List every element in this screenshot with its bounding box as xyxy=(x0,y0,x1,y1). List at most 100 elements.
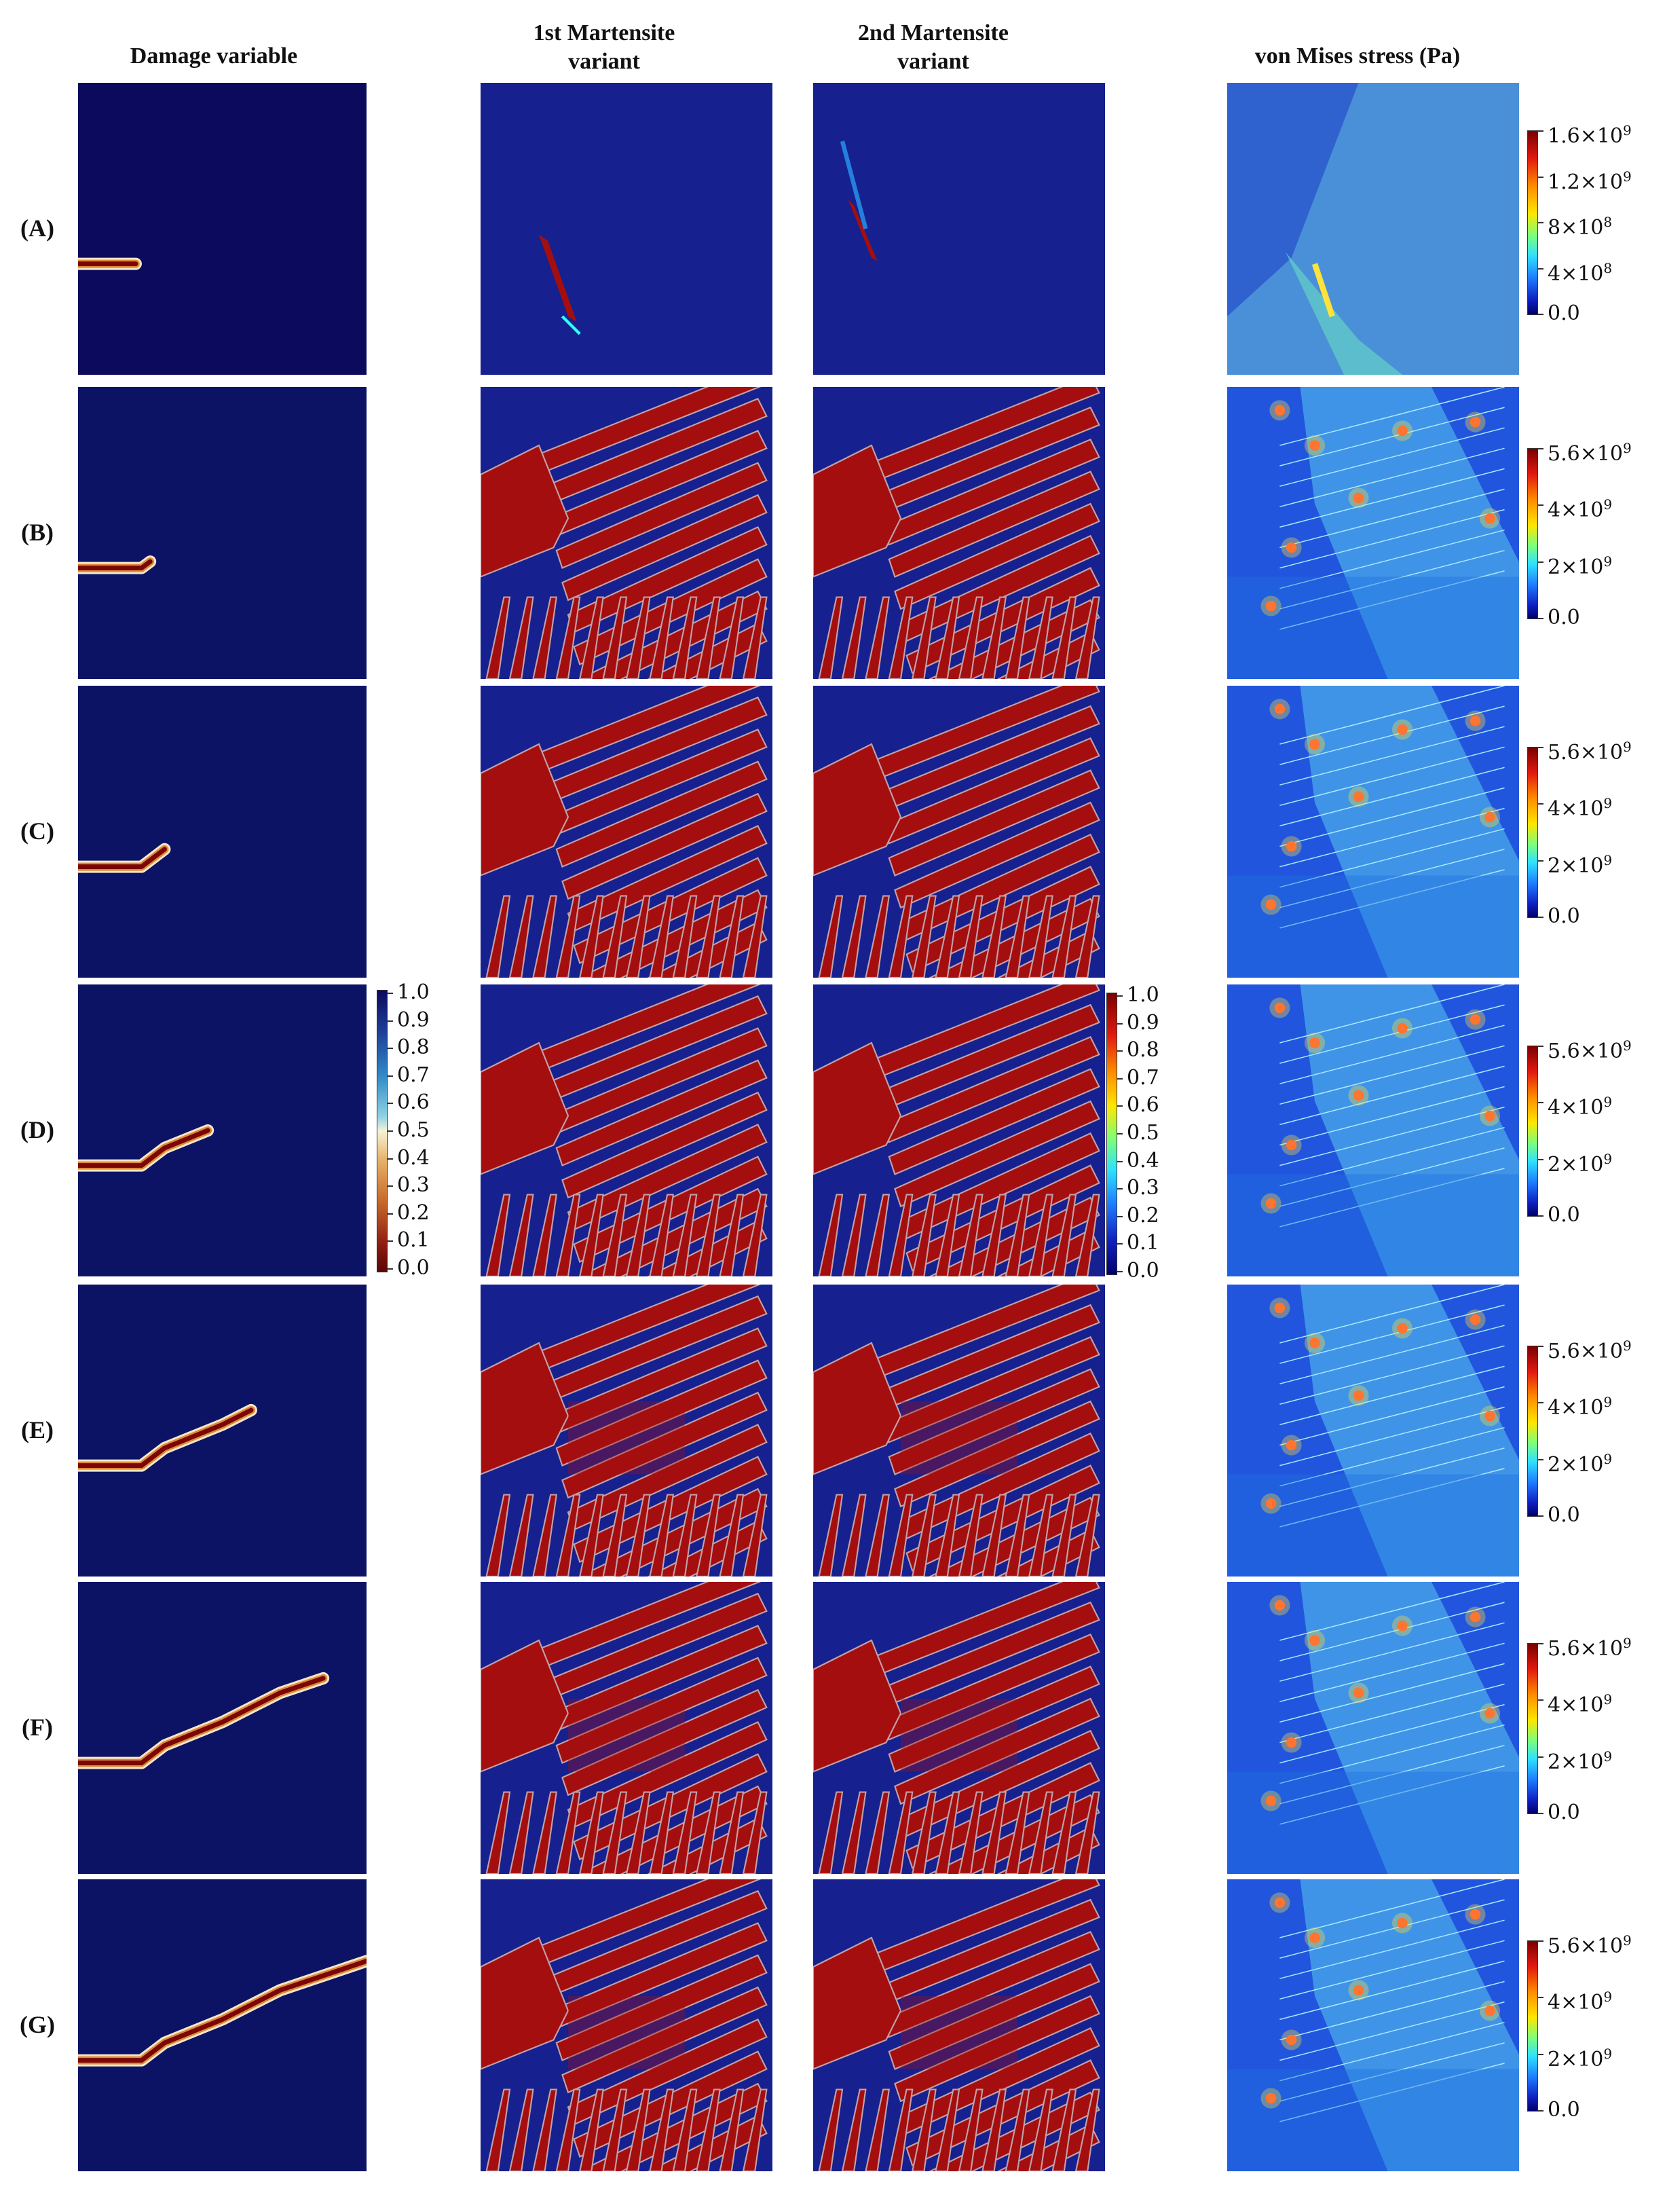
vm-colorbar: 5.6×109 4×109 2×109 0.0 xyxy=(1527,1338,1656,1529)
m2-field xyxy=(813,83,1105,375)
m2-field xyxy=(813,1582,1105,1874)
m1-field xyxy=(481,984,772,1276)
vm-panel xyxy=(1227,387,1519,679)
martensite-colorbar-tick xyxy=(1117,1105,1123,1107)
vm-colorbar-tick-label: 5.6×109 xyxy=(1548,1037,1632,1063)
vm-colorbar-tick-label: 2×109 xyxy=(1548,1150,1613,1177)
m2-panel xyxy=(813,1285,1105,1577)
vm-panel xyxy=(1227,83,1519,375)
vm-field xyxy=(1227,984,1519,1276)
vm-colorbar-tick xyxy=(1538,1215,1544,1217)
martensite-colorbar-tick-label: 0.5 xyxy=(1127,1121,1159,1145)
vm-colorbar-tick xyxy=(1538,1458,1544,1460)
m2-panel xyxy=(813,686,1105,978)
row-label: (B) xyxy=(21,519,54,546)
martensite-colorbar-tick-label: 0.7 xyxy=(1127,1065,1159,1090)
vm-colorbar-tick xyxy=(1538,1756,1544,1758)
martensite-colorbar-tick xyxy=(1117,1243,1123,1245)
damage-colorbar-tick-label: 0.0 xyxy=(397,1256,430,1280)
damage-colorbar-tick-label: 0.8 xyxy=(397,1035,430,1060)
m1-field xyxy=(481,387,772,679)
header-m2: 2nd Martensite variant xyxy=(858,20,1009,74)
m1-field xyxy=(481,83,772,375)
vm-colorbar-tick-label: 5.6×109 xyxy=(1548,1635,1632,1661)
vm-colorbar-tick-label: 4×109 xyxy=(1548,1394,1613,1420)
vm-colorbar-tick xyxy=(1538,2110,1544,2112)
vm-colorbar-tick xyxy=(1538,1643,1544,1644)
martensite-colorbar-tick xyxy=(1117,1050,1123,1052)
vm-colorbar: 5.6×109 4×109 2×109 0.0 xyxy=(1527,739,1656,930)
damage-colorbar-tick-label: 1.0 xyxy=(397,980,430,1004)
m2-field xyxy=(813,984,1105,1276)
vm-colorbar-tick xyxy=(1538,1402,1544,1404)
damage-panel xyxy=(78,686,367,978)
vm-colorbar-gradient xyxy=(1527,1046,1538,1217)
martensite-colorbar-tick-label: 0.8 xyxy=(1127,1038,1159,1063)
damage-field xyxy=(78,387,367,679)
vm-colorbar-tick xyxy=(1538,1940,1544,1942)
vm-colorbar-gradient xyxy=(1527,1940,1538,2112)
vm-field xyxy=(1227,686,1519,978)
vm-field xyxy=(1227,1879,1519,2171)
vm-colorbar-tick xyxy=(1538,1699,1544,1701)
vm-colorbar-tick-label: 5.6×109 xyxy=(1548,739,1632,764)
vm-colorbar-tick-label: 5.6×109 xyxy=(1548,440,1632,466)
vm-colorbar-tick xyxy=(1538,2053,1544,2055)
martensite-colorbar-tick-label: 0.0 xyxy=(1127,1259,1159,1283)
vm-colorbar-tick-label: 5.6×109 xyxy=(1548,1338,1632,1363)
damage-colorbar-tick xyxy=(388,1103,393,1105)
vm-colorbar-tick-label: 0.0 xyxy=(1548,301,1580,325)
vm-colorbar-tick xyxy=(1538,1102,1544,1104)
vm-colorbar: 5.6×109 4×109 2×109 0.0 xyxy=(1527,1635,1656,1826)
vm-colorbar-tick-label: 2×109 xyxy=(1548,1748,1613,1774)
m1-panel xyxy=(481,984,772,1276)
vm-colorbar-tick-label: 4×109 xyxy=(1548,1989,1613,2015)
row-label: (F) xyxy=(22,1714,53,1741)
vm-colorbar-tick xyxy=(1538,268,1544,270)
vm-colorbar-tick-label: 0.0 xyxy=(1548,1801,1580,1824)
martensite-colorbar-tick xyxy=(1117,1022,1123,1025)
header-vm: von Mises stress (Pa) xyxy=(1254,43,1461,69)
m2-field xyxy=(813,1285,1105,1577)
martensite-colorbar-tick xyxy=(1117,1271,1123,1272)
damage-colorbar-tick xyxy=(388,1020,393,1022)
vm-colorbar-gradient xyxy=(1527,747,1538,918)
vm-colorbar-tick-label: 0.0 xyxy=(1548,1203,1580,1227)
vm-panel xyxy=(1227,686,1519,978)
martensite-colorbar-gradient xyxy=(1106,993,1117,1275)
vm-colorbar-tick xyxy=(1538,803,1544,805)
vm-colorbar-tick-label: 2×109 xyxy=(1548,851,1613,878)
damage-colorbar-gradient xyxy=(377,990,388,1272)
vm-colorbar-tick xyxy=(1538,618,1544,619)
vm-colorbar-tick-label: 5.6×109 xyxy=(1548,1932,1632,1958)
vm-colorbar-tick-label: 4×109 xyxy=(1548,496,1613,523)
martensite-colorbar-tick-label: 0.1 xyxy=(1127,1231,1159,1255)
vm-panel xyxy=(1227,1879,1519,2171)
damage-field xyxy=(78,686,367,978)
martensite-colorbar-tick xyxy=(1117,1160,1123,1162)
vm-colorbar-tick-label: 0.0 xyxy=(1548,904,1580,928)
row-label: (E) xyxy=(21,1416,54,1443)
damage-colorbar-tick xyxy=(388,1048,393,1050)
vm-colorbar-tick xyxy=(1538,1046,1544,1047)
vm-colorbar-tick xyxy=(1538,504,1544,506)
damage-colorbar-tick xyxy=(388,1268,393,1270)
m2-panel xyxy=(813,984,1105,1276)
martensite-colorbar-tick-label: 0.9 xyxy=(1127,1010,1159,1035)
m1-field xyxy=(481,1285,772,1577)
damage-panel xyxy=(78,984,367,1276)
vm-colorbar-tick xyxy=(1538,448,1544,449)
vm-colorbar-tick xyxy=(1538,1346,1544,1347)
martensite-colorbar-tick xyxy=(1117,1188,1123,1190)
martensite-colorbar-tick-label: 0.3 xyxy=(1127,1176,1159,1200)
m1-panel xyxy=(481,1582,772,1874)
vm-colorbar-tick xyxy=(1538,1997,1544,1999)
vm-colorbar-tick-label: 0.0 xyxy=(1548,606,1580,629)
vm-colorbar: 5.6×109 4×109 2×109 0.0 xyxy=(1527,440,1656,631)
vm-colorbar-tick-label: 1.6×109 xyxy=(1548,122,1632,148)
damage-colorbar-tick-label: 0.1 xyxy=(397,1228,430,1253)
m2-field xyxy=(813,686,1105,978)
damage-colorbar-tick xyxy=(388,1185,393,1187)
martensite-colorbar-tick xyxy=(1117,995,1123,997)
vm-colorbar-tick xyxy=(1538,860,1544,862)
